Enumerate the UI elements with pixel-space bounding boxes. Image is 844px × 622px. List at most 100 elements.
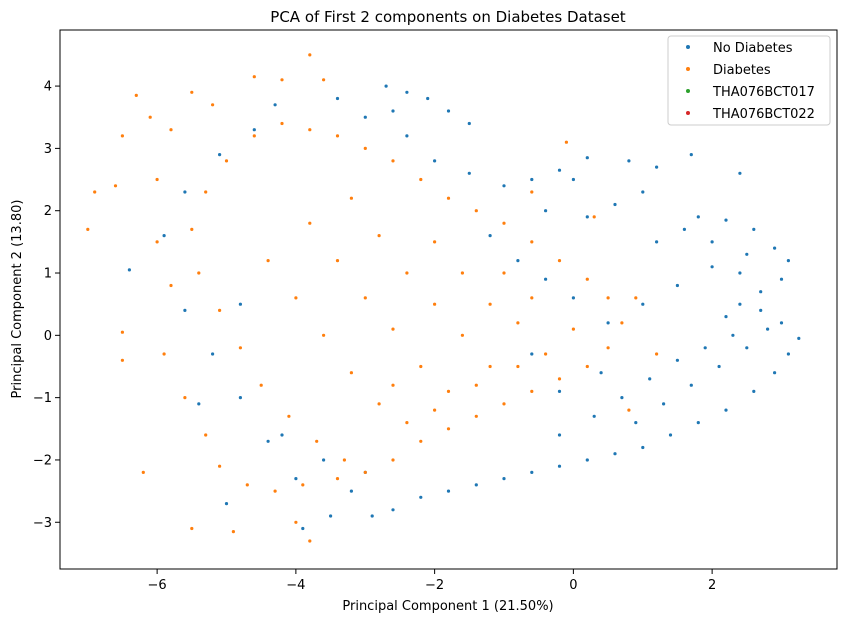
y-tick-label: 4: [44, 80, 52, 95]
data-point: [335, 259, 340, 263]
data-point: [544, 277, 548, 281]
data-point: [391, 508, 395, 512]
data-point: [446, 389, 451, 393]
data-point: [155, 240, 159, 244]
legend-label: No Diabetes: [713, 41, 793, 56]
plot-border: [59, 29, 838, 570]
data-point: [474, 414, 478, 418]
data-point: [655, 352, 659, 356]
data-point: [689, 153, 693, 157]
data-point: [634, 421, 638, 425]
data-point: [502, 477, 506, 481]
data-point: [571, 296, 576, 300]
data-point: [530, 389, 534, 393]
data-point: [329, 514, 333, 518]
data-point: [752, 227, 756, 231]
y-tick-label: −3: [33, 516, 52, 531]
data-point: [294, 520, 298, 524]
data-point: [287, 414, 291, 418]
legend-label: THA076BCT017: [712, 85, 815, 100]
data-point: [405, 134, 409, 138]
data-point: [183, 190, 187, 194]
series-no-diabetes: [127, 84, 801, 531]
data-point: [627, 159, 631, 163]
data-point: [460, 271, 464, 275]
data-point: [502, 271, 506, 275]
data-point: [273, 103, 277, 107]
data-point: [557, 389, 562, 393]
data-point: [759, 290, 763, 294]
data-point: [585, 364, 589, 369]
data-point: [703, 346, 707, 350]
x-tick-label: 2: [708, 578, 716, 593]
data-point: [620, 321, 624, 325]
data-point: [280, 121, 284, 126]
data-point: [363, 470, 367, 474]
data-point: [405, 271, 409, 275]
data-point: [224, 502, 229, 506]
data-point: [190, 90, 194, 94]
data-point: [197, 402, 201, 406]
data-point: [93, 190, 97, 194]
data-point: [571, 327, 576, 331]
data-point: [773, 371, 777, 375]
x-tick-label: −4: [286, 578, 305, 593]
data-point: [655, 240, 659, 244]
data-point: [717, 364, 721, 369]
data-point: [557, 259, 562, 263]
data-point: [606, 321, 610, 325]
data-point: [675, 358, 680, 362]
data-point: [308, 53, 312, 57]
x-tick-label: −6: [148, 578, 167, 593]
data-point: [779, 321, 784, 325]
data-point: [502, 402, 506, 406]
data-point: [530, 296, 534, 300]
data-point: [446, 196, 451, 200]
legend: No Diabetes Diabetes THA076BCT017 THA076BCT…: [667, 35, 831, 126]
data-point: [211, 352, 215, 356]
data-point: [86, 227, 90, 231]
data-point: [218, 308, 222, 312]
data-point: [557, 377, 562, 381]
data-point: [252, 134, 256, 138]
data-point: [710, 265, 714, 269]
data-point: [641, 302, 645, 306]
data-point: [322, 333, 326, 337]
data-point: [516, 364, 520, 369]
data-point: [342, 458, 346, 462]
data-point: [641, 445, 645, 450]
data-point: [169, 128, 173, 132]
legend-marker: [686, 89, 690, 93]
data-point: [738, 171, 742, 175]
data-point: [668, 433, 673, 437]
data-point: [530, 352, 534, 356]
data-point: [488, 364, 492, 369]
data-point: [724, 218, 728, 222]
data-point: [335, 96, 340, 101]
data-point: [585, 458, 589, 462]
data-point: [280, 78, 284, 82]
data-point: [169, 283, 173, 288]
data-point: [294, 296, 298, 300]
data-point: [433, 240, 437, 244]
data-point: [585, 277, 589, 281]
data-point: [710, 240, 714, 244]
data-point: [134, 93, 138, 97]
data-point: [384, 84, 388, 88]
data-point: [190, 526, 194, 531]
data-point: [759, 308, 763, 312]
data-point: [731, 333, 735, 337]
data-point: [349, 489, 353, 493]
data-point: [474, 483, 478, 487]
legend-marker: [686, 45, 690, 49]
data-point: [786, 352, 791, 356]
data-point: [127, 268, 131, 272]
data-point: [391, 383, 395, 387]
x-axis: −6 −4 −2 0 2: [148, 569, 716, 593]
data-point: [433, 159, 437, 163]
data-point: [502, 184, 506, 188]
data-point: [682, 227, 687, 231]
data-point: [183, 308, 187, 312]
data-point: [245, 483, 249, 487]
y-tick-label: 1: [44, 267, 52, 282]
